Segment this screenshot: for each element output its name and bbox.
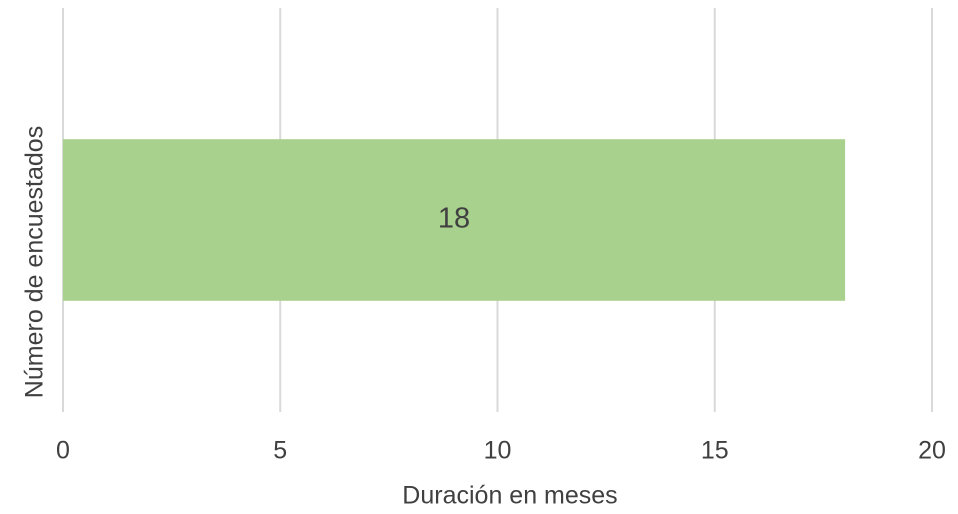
x-tick-label: 0 [56,437,70,465]
bar [63,139,846,301]
x-tick-label: 15 [701,437,729,465]
x-tick-label: 10 [484,437,512,465]
y-axis-label: Número de encuestados [21,126,49,398]
x-tick-label: 5 [273,437,287,465]
x-tick-label: 20 [918,437,946,465]
x-axis-label: Duración en meses [402,482,617,510]
data-label: 18 [438,203,470,235]
